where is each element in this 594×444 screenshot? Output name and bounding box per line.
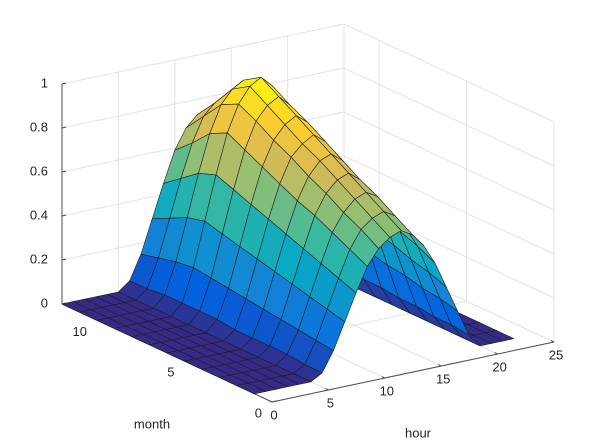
grid-line	[343, 67, 555, 167]
z-tick-label: 0.8	[30, 119, 48, 134]
z-tick	[61, 126, 67, 129]
y-axis-label: month	[134, 416, 170, 431]
y-tick-label: 5	[167, 365, 174, 380]
grid-line	[343, 23, 555, 123]
z-tick-label: 0.2	[30, 251, 48, 266]
grid-line	[343, 111, 555, 211]
z-tick	[61, 258, 67, 261]
z-tick	[61, 170, 67, 173]
x-tick-label: 25	[549, 347, 563, 362]
z-tick	[61, 214, 67, 217]
x-tick-label: 5	[327, 395, 334, 410]
x-tick	[494, 352, 498, 355]
z-tick-label: 0.6	[30, 163, 48, 178]
x-tick-label: 20	[492, 359, 506, 374]
x-tick	[325, 388, 329, 391]
z-tick-label: 0	[41, 295, 48, 310]
x-tick-label: 0	[270, 407, 277, 422]
x-axis-label: hour	[405, 425, 432, 440]
y-tick	[271, 400, 277, 403]
x-tick	[268, 400, 273, 403]
grid-line	[61, 23, 345, 85]
z-tick-label: 0.4	[30, 207, 48, 222]
y-tick-label: 10	[73, 324, 87, 339]
x-axis	[271, 341, 555, 403]
x-tick	[381, 376, 386, 379]
x-tick	[550, 340, 555, 343]
x-tick	[437, 364, 442, 367]
x-tick-label: 15	[436, 371, 450, 386]
y-tick-label: 0	[255, 405, 262, 420]
grid-line	[343, 155, 555, 255]
x-tick-label: 10	[380, 383, 394, 398]
z-tick	[61, 82, 67, 85]
grid-line	[61, 67, 345, 129]
surface-patch	[236, 382, 267, 395]
z-tick-label: 1	[41, 75, 48, 90]
